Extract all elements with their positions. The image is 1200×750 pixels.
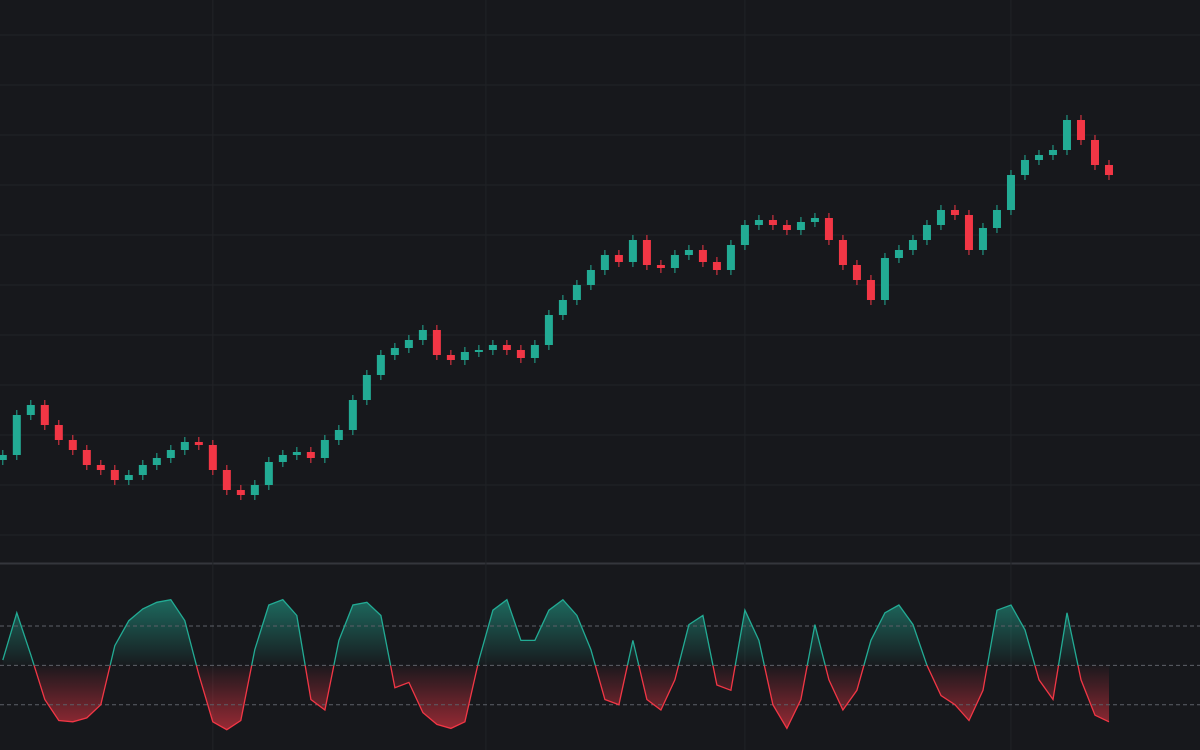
candle-body [362, 375, 371, 400]
candle-body [502, 345, 511, 350]
candle-body [670, 255, 679, 268]
candle-body [796, 222, 805, 230]
candle-body [572, 285, 581, 300]
candle-body [376, 355, 385, 375]
candle-body [586, 270, 595, 285]
candle-body [166, 450, 175, 458]
candle-body [194, 442, 203, 445]
candle-body [26, 405, 35, 415]
candle-body [306, 452, 315, 458]
candle-body [628, 240, 637, 262]
candle-body [348, 400, 357, 430]
candle-body [698, 250, 707, 262]
candle-body [320, 440, 329, 458]
oscillator-line [2, 598, 1110, 731]
candle-body [558, 300, 567, 315]
candle-body [516, 350, 525, 358]
candle-body [446, 355, 455, 360]
candle-body [1006, 175, 1015, 210]
candle-body [992, 210, 1001, 228]
candle-body [488, 345, 497, 350]
candle-body [824, 218, 833, 240]
candle-body [124, 475, 133, 480]
candle-body [152, 458, 161, 465]
candle-body [54, 425, 63, 440]
candle-body [684, 250, 693, 255]
candle-body [936, 210, 945, 225]
candle-body [656, 265, 665, 268]
candle-body [180, 442, 189, 450]
candle-body [264, 462, 273, 485]
candle-body [908, 240, 917, 250]
candle-body [418, 330, 427, 340]
candle-body [1104, 165, 1113, 175]
candle-body [208, 445, 217, 470]
candle-body [866, 280, 875, 300]
candle-body [0, 455, 7, 460]
candle-body [432, 330, 441, 355]
candle-body [544, 315, 553, 345]
candle-body [964, 215, 973, 250]
candle-body [40, 405, 49, 425]
candle-body [894, 250, 903, 258]
candle-body [222, 470, 231, 490]
candle-body [782, 225, 791, 230]
candle-body [1020, 160, 1029, 175]
candle-body [740, 225, 749, 245]
candle-body [712, 262, 721, 270]
candle-body [530, 345, 539, 358]
candle-body [110, 470, 119, 480]
candle-body [82, 450, 91, 465]
candle-body [1090, 140, 1099, 165]
candle-body [838, 240, 847, 265]
candle-body [278, 455, 287, 462]
candle-body [390, 348, 399, 355]
candle-body [138, 465, 147, 475]
candle-body [600, 255, 609, 270]
candle-body [880, 258, 889, 300]
candle-body [334, 430, 343, 440]
candle-body [810, 218, 819, 222]
candle-body [474, 350, 483, 352]
candle-body [236, 490, 245, 495]
candle-body [292, 452, 301, 455]
candle-body [726, 245, 735, 270]
candle-body [12, 415, 21, 455]
candle-body [754, 220, 763, 225]
candle-body [1048, 150, 1057, 155]
candle-body [922, 225, 931, 240]
candle-body [68, 440, 77, 450]
candle-body [1076, 120, 1085, 140]
candle-body [614, 255, 623, 262]
candle-body [978, 228, 987, 250]
candle-body [852, 265, 861, 280]
candle-body [460, 352, 469, 360]
oscillator-area [2, 599, 1109, 730]
candle-body [950, 210, 959, 215]
candle-body [404, 340, 413, 348]
candle-body [768, 220, 777, 225]
candle-body [1062, 120, 1071, 150]
candle-body [96, 465, 105, 470]
candle-body [250, 485, 259, 495]
candle-body [1034, 155, 1043, 160]
candle-body [642, 240, 651, 265]
